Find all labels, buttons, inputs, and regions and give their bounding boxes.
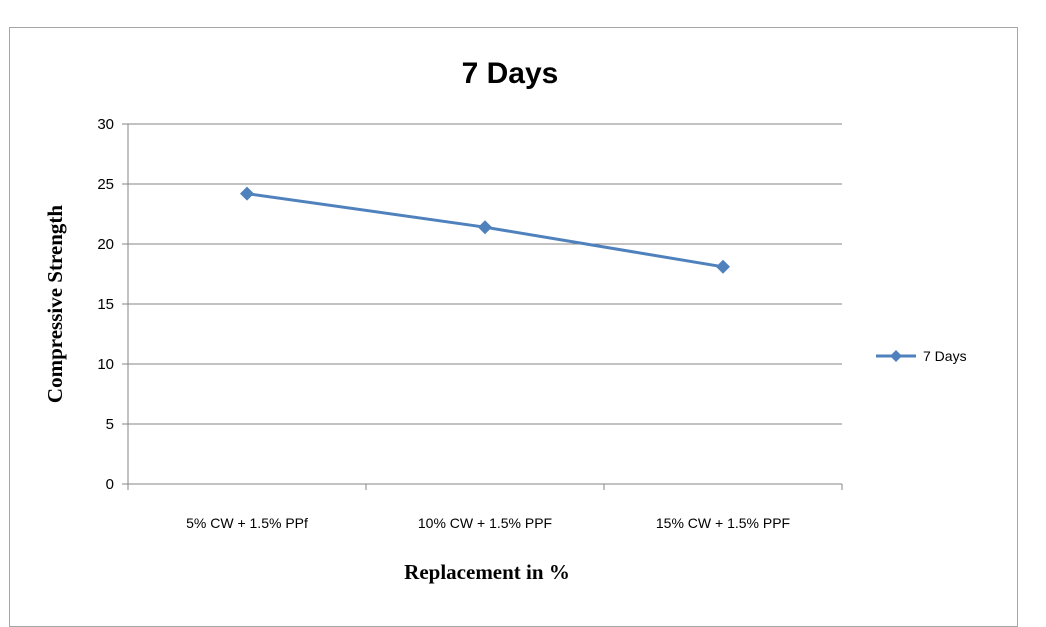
x-category-label: 15% CW + 1.5% PPF [656,515,790,531]
x-category-label: 5% CW + 1.5% PPf [186,515,308,531]
line-chart: 7 Days 0 5 10 15 20 25 30 5% CW + 1.5% PPf 10% … [43,57,967,584]
data-point-marker [240,186,254,201]
chart-title: 7 Days [462,57,559,90]
y-tick-label: 30 [97,116,114,133]
legend-marker-diamond [890,350,902,362]
axes [122,123,843,490]
data-point-marker [478,220,492,235]
y-tick-labels: 0 5 10 15 20 25 30 [97,116,114,493]
data-point-marker [716,259,730,274]
y-tick-label: 10 [97,356,114,373]
y-tick-label: 20 [97,236,114,253]
chart-frame [9,27,1018,627]
y-tick-label: 15 [97,296,114,313]
series-markers [240,186,730,274]
x-category-label: 10% CW + 1.5% PPF [418,515,552,531]
y-tick-label: 0 [106,476,114,493]
x-category-labels: 5% CW + 1.5% PPf 10% CW + 1.5% PPF 15% CW … [186,515,790,531]
y-tick-label: 5 [106,416,114,433]
legend: 7 Days [876,348,967,364]
gridlines [128,123,842,425]
legend-label: 7 Days [923,348,967,364]
y-tick-label: 25 [97,176,114,193]
y-axis-title: Compressive Strength [43,205,67,403]
x-axis-title: Replacement in % [404,560,570,584]
